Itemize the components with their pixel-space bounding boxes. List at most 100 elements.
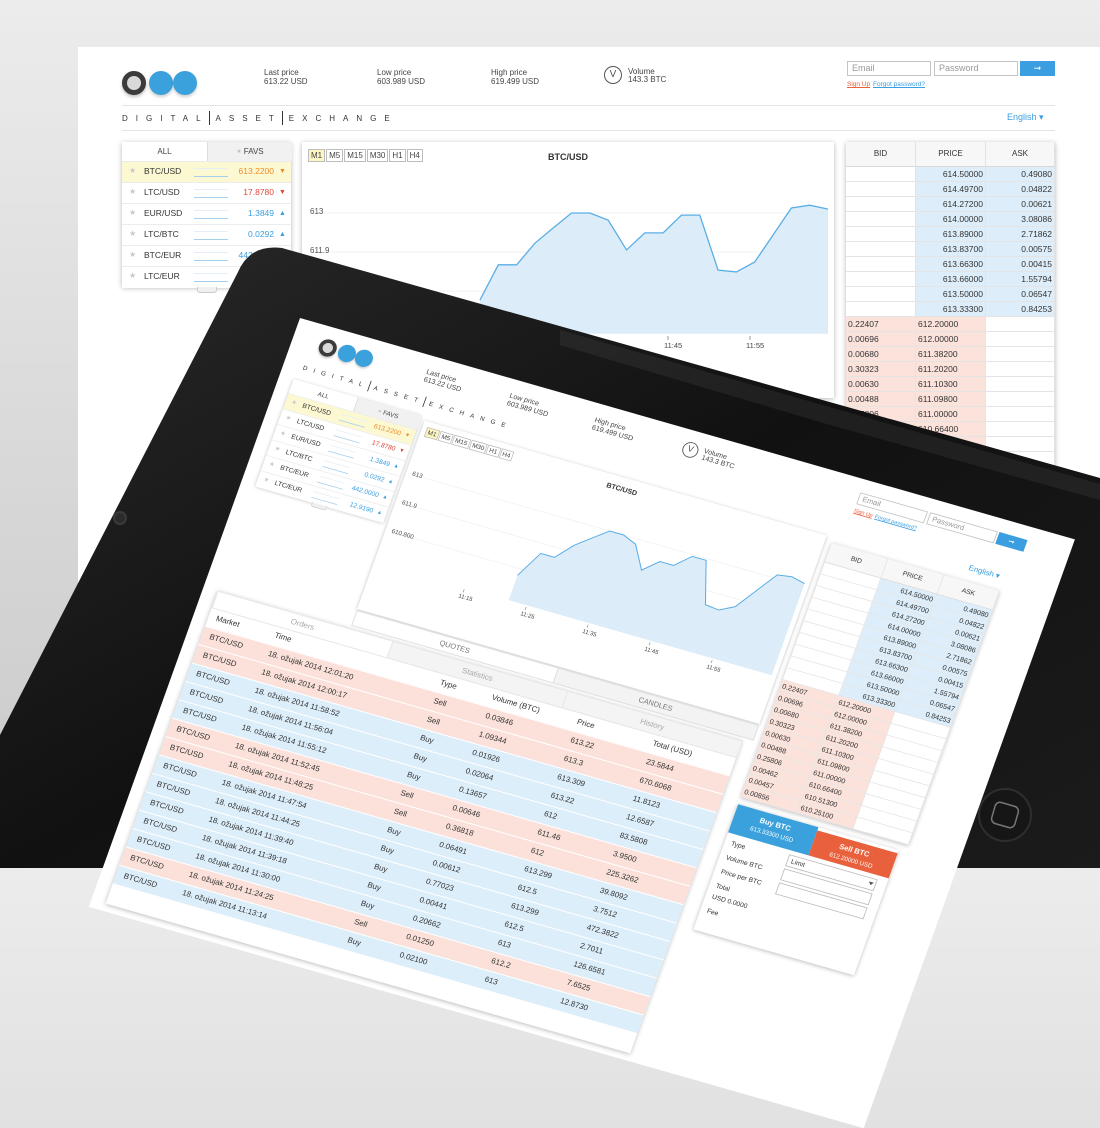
x-tick [710,660,713,664]
logo-dot [149,71,173,95]
market-row[interactable]: ★ LTC/USD 17.8780 ▼ [122,182,291,204]
book-cell: 0.00621 [986,197,1055,212]
market-pair: LTC/BTC [144,229,179,239]
star-icon: ★ [236,149,242,155]
login-button[interactable]: ➞ [1020,61,1055,76]
market-list: ALL ★ FAVS ★ BTC/USD 613.2200 ▼ ★ LTC/USD 17.8780… [122,142,292,293]
empty-cell [846,302,916,317]
timeframe-button[interactable]: M15 [344,149,366,162]
price-stat: High price 619.499 USD [491,68,591,91]
timeframe-button[interactable]: H1 [389,149,406,162]
login-form: Email Password ➞ Sign Up Forgot password? [847,61,1059,93]
timeframe-button[interactable]: H4 [406,149,423,162]
trade-cell: 11.8123 [631,793,662,810]
password-input[interactable]: Password [934,61,1018,76]
book-cell: 613.33300 [916,302,986,317]
brand-word: ASSET [372,384,426,406]
tab-label: ALL [316,390,330,401]
price-line [479,204,829,301]
price-line [517,530,805,611]
trade-cell: 0.03846 [484,711,515,728]
x-tick-label: 11:45 [664,341,683,350]
sign-up-link[interactable]: Sign Up [847,81,871,88]
sparkline [194,273,228,282]
market-tab[interactable]: ALL [122,142,207,161]
field-label: Price per BTC [719,867,763,887]
home-button-icon [990,801,1020,829]
trade-cell: 613.309 [556,772,587,789]
star-icon: ★ [290,398,299,407]
brand-word: ASSET [215,113,282,123]
login-button[interactable]: ➞ [995,532,1028,552]
book-cell: 613.66300 [916,257,986,272]
logo-dot [173,71,197,95]
divider [122,105,1055,106]
email-input[interactable]: Email [847,61,931,76]
market-price: 613.2200 [238,166,274,176]
trend-arrow: ▼ [279,189,286,196]
star-icon: ★ [129,166,137,175]
language-select[interactable]: English ▾ [967,563,1002,581]
empty-cell [986,392,1055,407]
language-select[interactable]: English ▾ [1007,112,1044,122]
empty-cell [846,182,916,197]
stat-label: Low price [377,68,412,77]
timeframe-button[interactable]: M1 [308,149,326,162]
book-cell: 0.06547 [986,287,1055,302]
empty-cell [846,272,916,287]
tab-label: ALL [157,147,172,156]
forgot-password-link[interactable]: Forgot password? [873,81,926,88]
trade-cell: 3.9500 [611,849,638,865]
book-cell: 0.30323 [846,362,916,377]
trade-cell: 2.7011 [578,941,605,956]
sparkline [194,252,228,261]
book-cell: 611.09800 [916,392,986,407]
stat-value: 603.989 USD [377,77,426,86]
empty-cell [986,407,1055,422]
trade-cell: 613 [483,974,499,987]
trade-cell: 612.5 [516,882,539,897]
trade-cell: 613 [496,937,513,950]
trend-arrow: ▲ [279,210,286,217]
empty-cell [986,317,1055,332]
logo [316,337,376,370]
sparkline [194,231,228,240]
star-icon: ★ [273,444,282,453]
y-tick-label: 613 [310,207,324,216]
book-cell: 1.55794 [986,272,1055,287]
password-input[interactable]: Password [926,512,998,544]
trade-cell: 0.00612 [431,858,462,875]
x-tick [586,624,589,628]
column-header: Time [273,630,293,644]
trade-cell: Sell [425,714,442,727]
trade-cell: 612.5 [503,919,526,934]
market-row[interactable]: ★ EUR/USD 1.3849 ▲ [122,203,291,225]
timeframe-button[interactable]: M30 [366,149,389,162]
timeframe-button[interactable]: M5 [326,149,344,162]
market-row[interactable]: ★ BTC/USD 613.2200 ▼ [122,161,291,183]
stat-label: Last price [264,68,299,77]
market-pair: LTC/EUR [273,478,304,494]
sparkline [194,189,228,198]
market-row[interactable]: ★ LTC/BTC 0.0292 ▲ [122,224,291,246]
trade-cell: 1.09344 [477,729,508,746]
book-cell: 0.22407 [846,317,916,332]
timeframe-bar: M1 M5 M15 M30 H1 H4 [308,149,423,162]
stat-value: 619.499 USD [491,77,540,86]
trend-arrow: ▼ [398,447,406,455]
empty-cell [846,167,916,182]
market-pair: BTC/EUR [144,250,182,260]
trend-arrow: ▲ [375,509,384,517]
home-button[interactable] [978,788,1032,842]
trade-cell: 612.2 [490,956,512,971]
empty-cell [986,362,1055,377]
book-cell: 613.66000 [916,272,986,287]
volume-icon: V [680,440,701,460]
trend-arrow: ▲ [392,463,400,470]
book-cell: 0.00488 [846,392,916,407]
sign-up-link[interactable]: Sign Up [852,507,874,519]
chart-plot [391,474,805,676]
trade-cell: 613.22 [549,790,576,806]
trade-cell: 0.77023 [424,876,456,893]
column-header: Type [438,678,459,691]
